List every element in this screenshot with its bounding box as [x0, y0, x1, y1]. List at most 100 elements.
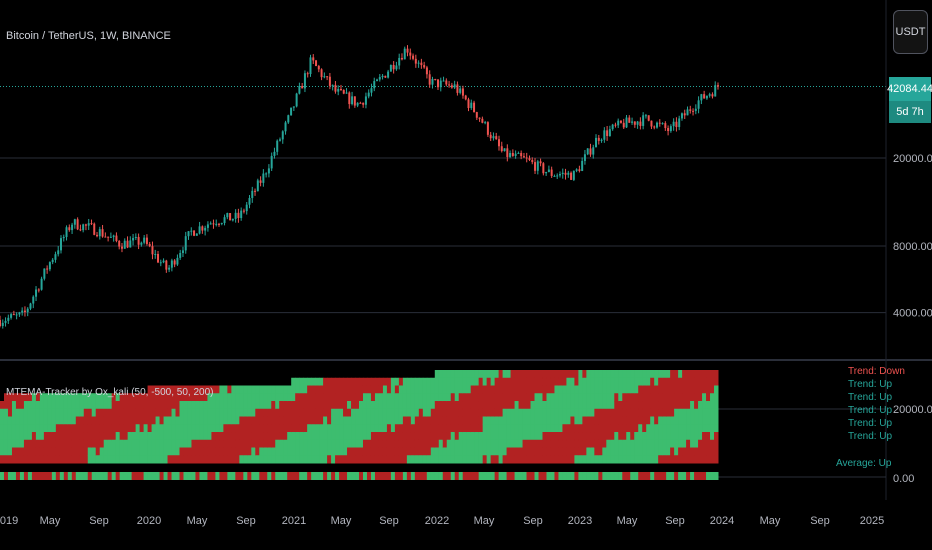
heatmap-cell	[414, 408, 420, 417]
candle	[59, 235, 62, 254]
heatmap-cell	[538, 401, 543, 410]
heatmap-cell	[151, 408, 157, 417]
heatmap-cell	[654, 424, 659, 433]
heatmap-cell	[510, 393, 516, 402]
heatmap-cell	[550, 401, 555, 410]
candle-body	[29, 303, 32, 309]
heatmap-cell	[347, 385, 352, 394]
heatmap-cell	[434, 401, 440, 410]
heatmap-cell	[594, 416, 599, 425]
heatmap-cell	[390, 377, 396, 386]
currency-button[interactable]: USDT	[893, 10, 928, 54]
heatmap-cell	[682, 370, 687, 379]
heatmap-cell	[119, 439, 125, 448]
heatmap-cell	[466, 416, 472, 425]
heatmap-cell	[191, 401, 196, 410]
heatmap-cell	[135, 401, 141, 410]
heatmap-cell	[686, 447, 691, 456]
heatmap-cell	[430, 424, 436, 433]
heatmap-cell	[578, 455, 583, 464]
candle-body	[589, 148, 592, 155]
heatmap-cell	[554, 377, 559, 386]
indicator-title[interactable]: MTEMA-Tracker by Ox_kali (50, -500, 50, …	[6, 387, 214, 398]
heatmap-cell	[339, 401, 344, 410]
candle	[10, 312, 13, 320]
candle	[96, 231, 99, 238]
candle-body	[619, 120, 622, 123]
heatmap-cell	[366, 393, 372, 402]
heatmap-cell	[430, 393, 436, 402]
heatmap-cell	[390, 432, 396, 441]
heatmap-cell	[426, 385, 432, 394]
heatmap-cell	[75, 424, 81, 433]
heatmap-average-cell	[674, 472, 679, 480]
candle-body	[384, 75, 387, 78]
heatmap-cell	[630, 439, 635, 448]
candle	[123, 238, 126, 249]
candle	[176, 254, 179, 266]
heatmap-cell	[87, 393, 93, 402]
heatmap-cell	[706, 439, 711, 448]
heatmap-cell	[59, 424, 65, 433]
heatmap-cell	[414, 393, 420, 402]
candle	[26, 307, 29, 317]
heatmap-average-cell	[139, 472, 145, 480]
heatmap-cell	[119, 401, 125, 410]
candle	[148, 241, 151, 248]
heatmap-cell	[19, 455, 25, 464]
heatmap-cell	[51, 455, 57, 464]
heatmap-cell	[690, 439, 695, 448]
heatmap-cell	[79, 401, 85, 410]
heatmap-average-cell	[127, 472, 133, 480]
heatmap-cell	[27, 393, 33, 402]
heatmap-cell	[339, 439, 344, 448]
heatmap-cell	[23, 455, 29, 464]
heatmap-cell	[534, 439, 539, 448]
candle	[567, 170, 570, 178]
candle-body	[73, 219, 76, 225]
heatmap-cell	[594, 385, 599, 394]
candle-body	[40, 278, 43, 290]
heatmap-average-cell	[518, 472, 524, 480]
heatmap-average-cell	[283, 472, 288, 480]
heatmap-cell	[235, 455, 240, 464]
candle	[376, 78, 379, 82]
heatmap-cell	[530, 377, 536, 386]
heatmap-average-cell	[590, 472, 595, 480]
heatmap-cell	[518, 385, 524, 394]
heatmap-cell	[370, 416, 376, 425]
heatmap-cell	[614, 432, 619, 441]
heatmap-cell	[486, 408, 492, 417]
heatmap-cell	[490, 455, 496, 464]
candle-body	[46, 268, 49, 270]
heatmap-cell	[670, 377, 675, 386]
heatmap-cell	[462, 393, 468, 402]
candle	[359, 101, 362, 104]
heatmap-cell	[642, 393, 647, 402]
heatmap-cell	[610, 455, 615, 464]
heatmap-cell	[343, 408, 348, 417]
heatmap-cell	[626, 385, 631, 394]
candle	[273, 147, 276, 159]
candle	[287, 114, 290, 124]
heatmap-average-cell	[710, 472, 715, 480]
heatmap-cell	[458, 455, 464, 464]
candle-body	[705, 95, 708, 99]
heatmap-cell	[622, 447, 627, 456]
heatmap-cell	[654, 401, 659, 410]
heatmap-cell	[514, 385, 520, 394]
heatmap-cell	[602, 408, 607, 417]
heatmap-cell	[362, 432, 368, 441]
heatmap-cell	[650, 455, 655, 464]
heatmap-cell	[698, 455, 703, 464]
heatmap-cell	[291, 385, 296, 394]
candle	[572, 170, 575, 182]
candle	[278, 137, 281, 142]
heatmap-cell	[67, 447, 73, 456]
candle-body	[387, 71, 390, 78]
heatmap-cell	[382, 455, 388, 464]
heatmap-cell	[295, 377, 300, 386]
candle-body	[680, 113, 683, 119]
heatmap-cell	[498, 432, 504, 441]
